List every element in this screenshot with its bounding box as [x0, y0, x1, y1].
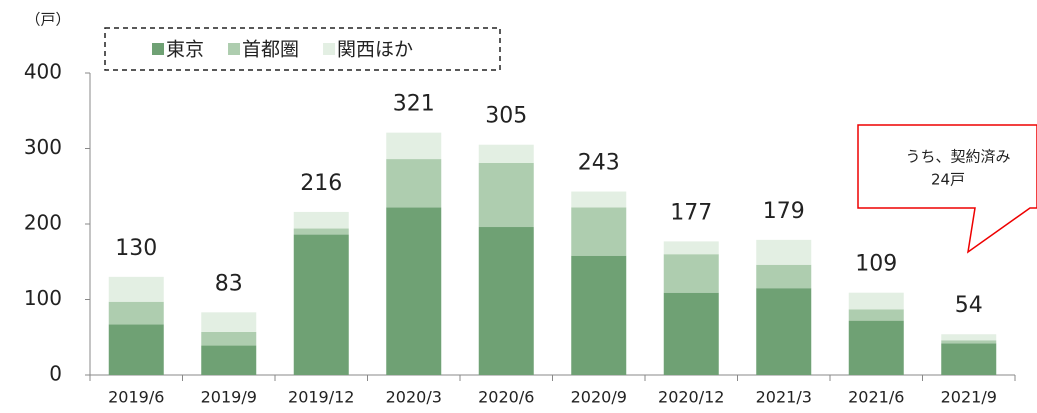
- callout: [857, 124, 1037, 254]
- bar-segment: [848, 292, 904, 310]
- bar-segment: [201, 345, 257, 375]
- legend-box: [104, 27, 501, 71]
- unit-label: （戸）: [25, 11, 70, 29]
- bar-segment: [201, 331, 257, 346]
- x-tick-label: 2019/6: [108, 388, 164, 407]
- bar-segment: [571, 207, 627, 256]
- total-label: 109: [855, 252, 897, 277]
- legend-swatch: [323, 43, 336, 55]
- bar-segment: [293, 234, 349, 375]
- x-tick-label: 2020/12: [658, 388, 724, 407]
- x-tick-label: 2020/6: [478, 388, 534, 407]
- bar-segment: [293, 228, 349, 235]
- callout-text: うち、契約済み: [905, 148, 1010, 166]
- callout-text: 24戸: [931, 171, 965, 189]
- total-label: 243: [578, 151, 620, 176]
- x-tick-label: 2021/9: [941, 388, 997, 407]
- y-tick-label: 200: [24, 211, 62, 235]
- total-label: 305: [485, 104, 527, 129]
- bar-segment: [108, 301, 164, 325]
- x-tick-label: 2021/6: [848, 388, 904, 407]
- x-tick-label: 2021/3: [756, 388, 812, 407]
- bar-segment: [756, 239, 812, 265]
- total-label: 179: [763, 199, 805, 224]
- legend-label: 関西ほか: [337, 39, 413, 61]
- x-tick-label: 2019/9: [201, 388, 257, 407]
- bar-segment: [478, 144, 534, 163]
- y-tick-label: 0: [49, 362, 62, 386]
- bar-segment: [478, 227, 534, 375]
- total-label: 54: [955, 293, 983, 318]
- bar-segment: [571, 255, 627, 375]
- legend-swatch: [228, 43, 241, 55]
- bar-segment: [941, 340, 997, 344]
- bar-segment: [478, 162, 534, 228]
- x-tick-label: 2020/9: [571, 388, 627, 407]
- bar-segment: [108, 324, 164, 375]
- y-tick-label: 300: [24, 135, 62, 159]
- x-tick-label: 2020/3: [386, 388, 442, 407]
- bar-segment: [756, 288, 812, 375]
- bar-segment: [663, 241, 719, 255]
- y-tick-label: 400: [24, 60, 62, 84]
- total-label: 321: [393, 92, 435, 117]
- bar-segment: [108, 276, 164, 302]
- bar-segment: [201, 312, 257, 332]
- y-tick-label: 100: [24, 286, 62, 310]
- bar-segment: [386, 159, 442, 208]
- bar-segment: [663, 292, 719, 375]
- bar-segment: [848, 309, 904, 321]
- total-label: 83: [215, 271, 243, 296]
- bar-segment: [941, 343, 997, 375]
- total-label: 216: [300, 171, 342, 196]
- bar-segment: [848, 320, 904, 375]
- bar-segment: [571, 191, 627, 208]
- total-label: 130: [115, 236, 157, 261]
- bar-segment: [941, 334, 997, 341]
- legend-label: 東京: [166, 39, 204, 61]
- bar-segment: [663, 254, 719, 293]
- total-label: 177: [670, 200, 712, 225]
- bar-segment: [386, 132, 442, 160]
- bar-segment: [756, 264, 812, 289]
- legend-swatch: [152, 43, 164, 55]
- legend-label: 首都圏: [242, 39, 299, 61]
- bar-segment: [293, 211, 349, 229]
- bar-segment: [386, 207, 442, 375]
- x-tick-label: 2019/12: [288, 388, 354, 407]
